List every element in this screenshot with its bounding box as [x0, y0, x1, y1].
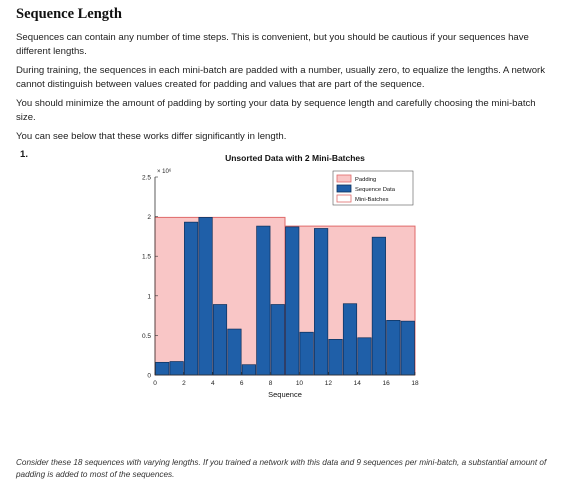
y-tick-label: 2.5: [142, 175, 151, 182]
y-tick-label: 1: [147, 293, 151, 300]
sequence-bar: [256, 225, 271, 376]
page-title: Sequence Length: [16, 6, 122, 22]
y-axis-multiplier: × 10⁶: [157, 168, 172, 175]
sequence-bar: [357, 337, 372, 376]
sequence-bar: [155, 361, 170, 376]
x-axis-label: Sequence: [268, 390, 302, 399]
legend-label: Mini-Batches: [355, 197, 389, 203]
y-tick-label: 1.5: [142, 254, 151, 261]
paragraph: Sequences can contain any number of time…: [16, 32, 529, 57]
sequence-bar: [285, 226, 300, 376]
paragraph: You can see below that these works diffe…: [16, 131, 287, 142]
sequence-bar: [314, 228, 329, 376]
x-tick-label: 6: [240, 380, 244, 387]
sequence-bar: [212, 304, 228, 376]
x-tick-label: 18: [411, 380, 419, 387]
sequence-bar: [299, 331, 314, 376]
sequence-bar: [198, 217, 213, 376]
sequence-bar: [227, 328, 242, 376]
x-tick-label: 0: [153, 380, 157, 387]
figure-caption: Consider these 18 sequences with varying…: [16, 458, 547, 479]
sequence-bar: [270, 304, 285, 376]
x-tick-label: 10: [296, 380, 304, 387]
legend-swatch: [336, 194, 352, 203]
y-tick-label: 0: [147, 373, 151, 380]
x-tick-label: 12: [325, 380, 333, 387]
y-tick-label: 2: [147, 214, 151, 221]
legend-swatch: [336, 184, 352, 193]
numbered-list: 1. Unsorted Data with 2 Mini-Batches 0 2 4 6…: [16, 149, 557, 409]
paragraph: You should minimize the amount of paddin…: [16, 98, 536, 123]
y-tick-label: 0.5: [142, 333, 151, 340]
sequence-bar: [184, 221, 199, 376]
paragraph: During training, the sequences in each m…: [16, 65, 546, 90]
legend-label: Padding: [355, 177, 376, 183]
sequence-bar: [371, 236, 386, 376]
sequence-bar: [386, 320, 401, 376]
chart-container: Unsorted Data with 2 Mini-Batches 0 2 4 6 8 10…: [126, 149, 455, 409]
x-tick-label: 14: [354, 380, 362, 387]
sequence-bar: [328, 339, 343, 376]
legend-label: Sequence Data: [355, 187, 396, 193]
sequence-bar: [342, 303, 358, 376]
x-tick-label: 8: [269, 380, 273, 387]
sequence-bar: [400, 320, 415, 376]
legend-swatch: [336, 174, 352, 183]
x-tick-label: 2: [182, 380, 186, 387]
list-number: 1.: [20, 149, 29, 160]
sequence-bar: [169, 361, 184, 376]
chart-title: Unsorted Data with 2 Mini-Batches: [225, 153, 365, 163]
sequence-bar: [241, 364, 256, 376]
x-tick-label: 16: [382, 380, 390, 387]
x-tick-label: 4: [211, 380, 215, 387]
